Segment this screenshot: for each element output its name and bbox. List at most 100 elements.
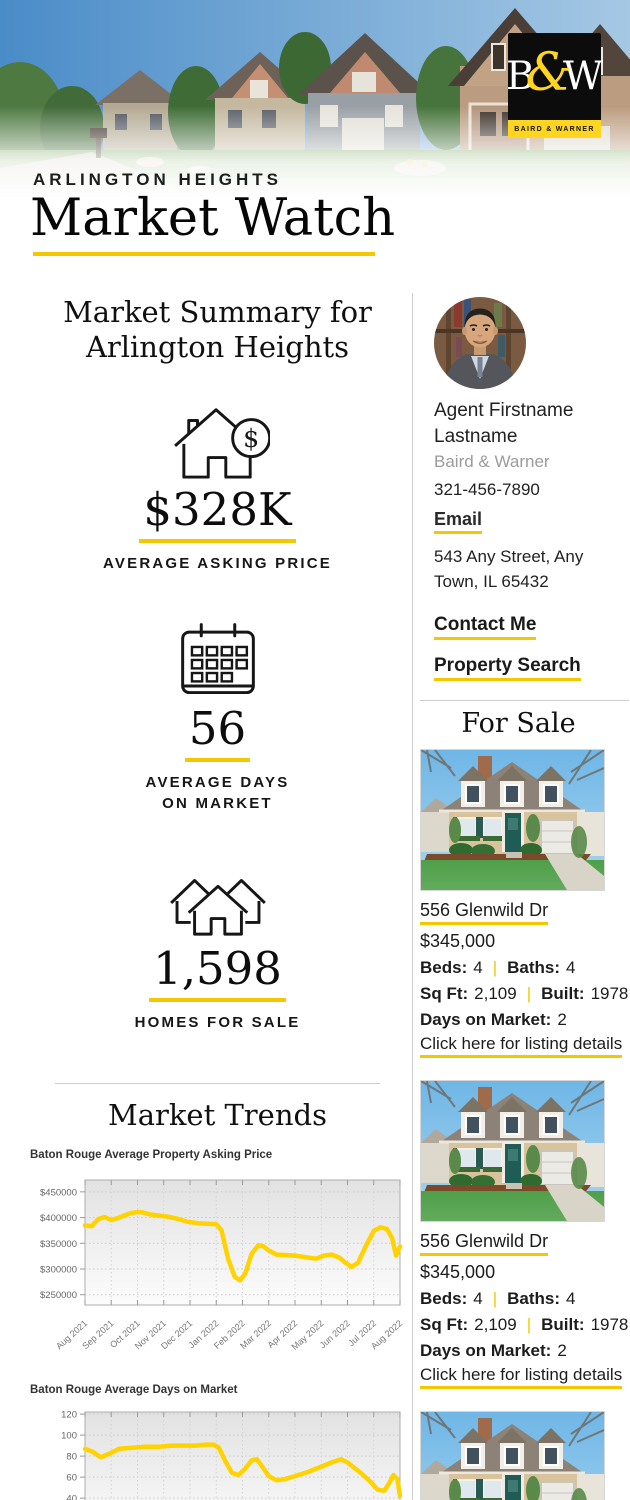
listing-address-link[interactable]: 556 Glenwild Dr xyxy=(420,900,549,925)
beds-label: Beds: xyxy=(420,958,468,977)
asking-price-chart-title: Baton Rouge Average Property Asking Pric… xyxy=(30,1149,273,1161)
listing-card: 556 Glenwild Dr $345,000 Beds:4|Baths:4 … xyxy=(420,1411,630,1500)
agent-lastname: Lastname xyxy=(434,426,518,447)
for-sale-divider xyxy=(420,700,629,701)
market-trends-heading: Market Trends xyxy=(108,1098,327,1132)
separator: | xyxy=(526,1315,532,1334)
baths-value: 4 xyxy=(566,1289,576,1308)
days-on-market-chart-title: Baton Rouge Average Days on Market xyxy=(30,1384,238,1396)
baths-value: 4 xyxy=(566,958,576,977)
logo-ampersand: & xyxy=(525,42,572,103)
listing-days-on-market: Days on Market: 2 xyxy=(420,1008,630,1031)
for-sale-heading: For Sale xyxy=(461,708,576,739)
built-value: 1978 xyxy=(590,1315,629,1334)
logo-wordmark: BAIRD & WARNER xyxy=(508,120,601,138)
svg-text:$350000: $350000 xyxy=(40,1239,77,1250)
svg-text:40: 40 xyxy=(66,1494,77,1500)
listing-sqft-built: Sq Ft: 2,109 | Built: 1978 xyxy=(420,1313,630,1336)
separator: | xyxy=(492,1289,498,1308)
svg-text:$300000: $300000 xyxy=(40,1264,77,1275)
section-divider xyxy=(55,1083,380,1084)
svg-text:120: 120 xyxy=(61,1410,77,1421)
listing-days-on-market: Days on Market: 2 xyxy=(420,1339,630,1362)
listing-photo[interactable] xyxy=(420,1411,605,1500)
svg-text:$400000: $400000 xyxy=(40,1213,77,1224)
built-label: Built: xyxy=(541,1315,585,1334)
listing-card: 556 Glenwild Dr $345,000 Beds:4|Baths:4 … xyxy=(420,1080,630,1389)
listing-photo[interactable] xyxy=(420,749,605,891)
avg-asking-price-value: $328K xyxy=(139,485,296,543)
svg-text:100: 100 xyxy=(61,1431,77,1442)
for-sale-section: For Sale 556 Glenwild Dr $345,000 Beds: 4… xyxy=(413,700,630,1500)
logo-w: W xyxy=(562,54,604,99)
property-search-link[interactable]: Property Search xyxy=(434,655,581,681)
sqft-value: 2,109 xyxy=(474,1315,517,1334)
listing-sqft-built: Sq Ft: 2,109 | Built: 1978 xyxy=(420,982,630,1005)
svg-text:$: $ xyxy=(243,423,259,453)
agent-photo xyxy=(434,297,526,389)
listing-price: $345,000 xyxy=(420,931,496,951)
agent-address: 543 Any Street, Any Town, IL 65432 xyxy=(434,544,630,594)
avg-asking-price-label: AVERAGE ASKING PRICE xyxy=(102,555,333,572)
listing-photo[interactable] xyxy=(420,1080,605,1222)
agent-card: Agent Firstname Lastname Baird & Warner … xyxy=(413,293,630,681)
summary-heading-line1: Market Summary for xyxy=(63,295,372,329)
sqft-label: Sq Ft: xyxy=(420,1315,469,1334)
avg-days-value: 56 xyxy=(184,704,251,762)
svg-text:$450000: $450000 xyxy=(40,1187,77,1198)
house-dollar-icon: $ xyxy=(173,408,270,479)
region-eyebrow: ARLINGTON HEIGHTS xyxy=(33,170,283,189)
calendar-icon xyxy=(180,623,255,695)
listing-details-link[interactable]: Click here for listing details xyxy=(420,1034,623,1058)
beds-value: 4 xyxy=(473,958,483,977)
agent-company: Baird & Warner xyxy=(434,452,550,471)
logo-letters: B & W xyxy=(505,33,604,120)
agent-address-line2: Town, IL 65432 xyxy=(434,572,549,591)
svg-text:60: 60 xyxy=(66,1473,77,1484)
sqft-label: Sq Ft: xyxy=(420,984,469,1003)
listing-address-link[interactable]: 556 Glenwild Dr xyxy=(420,1231,549,1256)
listing-beds-baths: Beds: 4 | Baths: 4 xyxy=(420,1287,630,1310)
built-value: 1978 xyxy=(590,984,629,1003)
svg-text:80: 80 xyxy=(66,1452,77,1463)
agent-sidebar: Agent Firstname Lastname Baird & Warner … xyxy=(412,293,630,1500)
listing-beds-baths: Beds: 4 | Baths: 4 xyxy=(420,956,630,979)
dom-value: 2 xyxy=(557,1010,567,1029)
homes-for-sale-value: 1,598 xyxy=(149,944,286,1002)
avg-days-label: AVERAGE DAYS ON MARKET xyxy=(30,772,405,814)
baths-label: Baths: xyxy=(507,1289,561,1308)
agent-phone: 321-456-7890 xyxy=(434,480,540,499)
dom-value: 2 xyxy=(557,1341,567,1360)
listing-price: $345,000 xyxy=(420,1262,496,1282)
title-underline xyxy=(33,252,375,256)
email-link[interactable]: Email xyxy=(434,509,483,534)
page-title: Market Watch xyxy=(30,189,396,248)
homes-for-sale-icon xyxy=(169,879,266,937)
agent-firstname: Agent Firstname xyxy=(434,400,574,421)
avg-days-label-line2: ON MARKET xyxy=(162,795,273,812)
market-summary-column: Market Summary for Arlington Heights $ $… xyxy=(30,290,405,1133)
summary-heading: Market Summary for Arlington Heights xyxy=(30,290,405,365)
separator: | xyxy=(492,958,498,977)
baths-label: Baths: xyxy=(507,958,561,977)
built-label: Built: xyxy=(541,984,585,1003)
agent-name: Agent Firstname Lastname xyxy=(434,398,630,450)
summary-heading-line2: Arlington Heights xyxy=(85,330,350,364)
separator: | xyxy=(526,984,532,1003)
beds-value: 4 xyxy=(473,1289,483,1308)
dom-label: Days on Market: xyxy=(420,1010,552,1029)
agent-address-line1: 543 Any Street, Any xyxy=(434,547,584,566)
svg-text:$250000: $250000 xyxy=(40,1290,77,1301)
logo-b: B xyxy=(505,54,535,99)
dom-label: Days on Market: xyxy=(420,1341,552,1360)
beds-label: Beds: xyxy=(420,1289,468,1308)
avg-days-label-line1: AVERAGE DAYS xyxy=(145,774,290,791)
homes-for-sale-label: HOMES FOR SALE xyxy=(134,1014,301,1031)
listing-card: 556 Glenwild Dr $345,000 Beds:4|Baths:4 … xyxy=(420,749,630,1058)
contact-me-link[interactable]: Contact Me xyxy=(434,614,537,640)
listing-details-link[interactable]: Click here for listing details xyxy=(420,1365,623,1389)
baird-warner-logo: B & W BAIRD & WARNER xyxy=(505,33,604,138)
